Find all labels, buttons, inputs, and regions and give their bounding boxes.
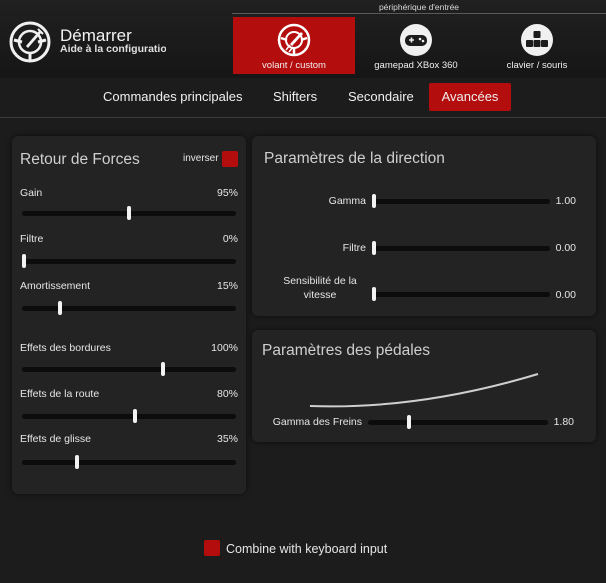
invert-checkbox[interactable] [222,151,238,167]
slider-label: Effets des bordures [20,342,111,354]
slider-thumb[interactable] [74,455,79,469]
slider-value: 1.80 [553,416,574,428]
keyboard-icon [521,24,553,56]
gamepad-icon [400,24,432,56]
slider-label: Amortissement [20,280,91,292]
tab-commandes-principales[interactable]: Commandes principales [103,89,243,104]
device-divider [232,13,606,14]
slider-value: 0.00 [555,289,576,301]
brake-gamma-curve [309,373,539,408]
slider-value: 100% [211,342,238,354]
tabs-divider [0,117,606,118]
device-label-keyboard: clavier / souris [506,60,568,71]
steering-wheel-icon [277,23,311,57]
slider-track[interactable] [22,301,236,315]
slider-label: Effets de glisse [20,433,92,445]
device-label-gamepad: gamepad XBox 360 [374,60,458,71]
steering-title: Paramètres de la direction [264,150,445,167]
device-button-gamepad[interactable]: gamepad XBox 360 [360,17,472,74]
app-title: Démarrer [60,26,132,45]
slider-track[interactable] [372,241,550,255]
force-feedback-title: Retour de Forces [20,151,140,168]
slider-value: 35% [216,433,238,445]
slider-label: Gamma [328,195,366,207]
tab-shifters[interactable]: Shifters [273,89,318,104]
slider-track[interactable] [372,287,550,301]
slider-track[interactable] [22,206,236,220]
pedals-panel: Paramètres des pédales Gamma des Freins … [252,330,596,442]
tab-avancees[interactable]: Avancées [429,83,511,111]
slider-value: 0% [222,233,238,245]
slider-label: Filtre [20,233,44,245]
device-button-wheel[interactable]: volant / custom [233,17,355,74]
slider-value: 1.00 [555,195,576,207]
slider-value: 0.00 [555,242,576,254]
tab-secondaire[interactable]: Secondaire [348,89,414,104]
slider-label: Gamma des Freins [272,416,362,428]
slider-track[interactable] [22,254,236,268]
slider-label: Gain [20,187,43,199]
device-button-keyboard[interactable]: clavier / souris [482,17,592,74]
combine-keyboard-label: Combine with keyboard input [226,542,388,556]
slider-value: 95% [216,187,238,199]
slider-track[interactable] [368,415,548,429]
device-label-wheel: volant / custom [262,60,326,71]
slider-thumb[interactable] [372,287,376,301]
combine-keyboard-checkbox[interactable] [204,540,220,556]
slider-thumb[interactable] [406,415,411,429]
slider-thumb[interactable] [22,254,26,268]
slider-value: 15% [216,280,238,292]
slider-thumb[interactable] [57,301,62,315]
steering-wheel-logo-icon [9,21,51,63]
header-bar: Démarrer Aide à la configuratio périphér… [0,0,606,78]
slider-track[interactable] [22,409,236,423]
slider-thumb[interactable] [372,241,376,255]
slider-thumb[interactable] [372,194,376,208]
slider-track[interactable] [372,194,550,208]
slider-thumb[interactable] [160,362,165,376]
slider-label: Effets de la route [20,388,100,400]
slider-value: 80% [216,388,238,400]
slider-track[interactable] [22,455,236,469]
app-subtitle: Aide à la configuratio [60,43,166,55]
steering-panel: Paramètres de la direction Gamma 1.00 Fi… [252,136,596,316]
force-feedback-panel: Retour de Forces inverser Gain 95% Filtr… [12,136,246,494]
pedals-title: Paramètres des pédales [262,342,431,359]
slider-thumb[interactable] [127,206,131,220]
slider-label: Filtre [342,242,366,254]
device-caption: périphérique d'entrée [378,2,460,12]
slider-label: Sensibilité de la vitesse [283,275,357,301]
slider-track[interactable] [22,362,236,376]
slider-thumb[interactable] [133,409,138,423]
invert-label: inverser [183,153,219,164]
